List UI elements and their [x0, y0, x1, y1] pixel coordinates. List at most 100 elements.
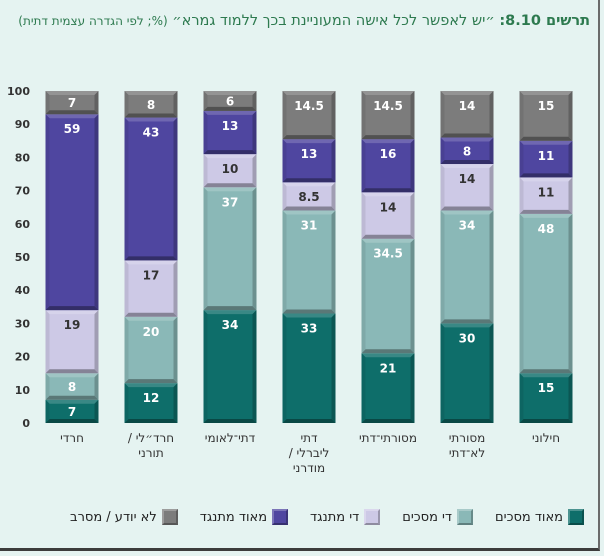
- bar-segment-rect: [282, 313, 336, 423]
- bar-value-label: 37: [222, 195, 239, 209]
- bevel-left: [440, 164, 445, 211]
- bar-segment-rect: [440, 164, 494, 211]
- bevel-bottom: [45, 395, 99, 400]
- bevel-top: [282, 139, 336, 144]
- bar-segment-rect: [282, 139, 336, 183]
- bevel-right: [568, 177, 573, 214]
- y-tick-label: 70: [15, 185, 31, 198]
- figure-number: תרשים 8.10:: [499, 13, 590, 29]
- bevel-top: [519, 140, 573, 145]
- bar-segment: 8.5: [282, 182, 336, 211]
- x-tick-label-line: ליברלי /: [288, 446, 330, 460]
- bevel-left: [124, 383, 129, 423]
- bevel-top: [124, 117, 178, 122]
- bar-segment: 8: [124, 91, 178, 118]
- bevel-left: [203, 187, 208, 311]
- bar-segment: 6: [203, 91, 257, 111]
- bevel-top: [440, 210, 494, 215]
- x-tick-label: חרדי: [32, 431, 112, 446]
- x-tick-label-line: דתי: [300, 431, 318, 445]
- y-tick-label: 0: [22, 417, 30, 430]
- legend-label: לא יודע / מסרב: [70, 509, 157, 525]
- bar-segment: 34: [203, 310, 257, 423]
- bevel-left: [124, 117, 129, 261]
- bevel-right: [173, 91, 178, 118]
- bar-stack: 7 8 19 59 7: [45, 91, 99, 423]
- bar-segment: 8: [45, 373, 99, 400]
- bevel-top: [203, 187, 257, 192]
- bar-segment-rect: [45, 373, 99, 400]
- bevel-top: [124, 383, 178, 388]
- bar-segment: 20: [124, 316, 178, 384]
- bevel-bottom: [124, 312, 178, 317]
- y-tick-label: 50: [15, 251, 31, 264]
- bevel-left: [361, 238, 366, 354]
- bevel-right: [252, 187, 257, 311]
- bevel-right: [410, 192, 415, 239]
- x-tick-label: מסורתי לא־דתי: [427, 431, 507, 461]
- bar-segment-rect: [203, 91, 257, 111]
- bevel-left: [361, 91, 366, 140]
- y-tick-label: 80: [15, 151, 31, 164]
- legend-swatch: [161, 509, 178, 525]
- bar-value-label: 16: [380, 147, 397, 161]
- bevel-bottom: [203, 150, 257, 155]
- bevel-left: [124, 260, 129, 317]
- bar-segment: 43: [124, 117, 178, 261]
- bevel-right: [252, 110, 257, 155]
- legend-item: די מתנגד: [310, 509, 381, 525]
- bar-segment: 59: [45, 114, 99, 311]
- bar-segment-rect: [361, 91, 415, 140]
- bar-segment-rect: [45, 91, 99, 115]
- bar-segment: 13: [203, 110, 257, 155]
- bevel-bottom: [45, 306, 99, 311]
- bar-segment: 16: [361, 139, 415, 193]
- bar-segment-rect: [203, 310, 257, 423]
- bar-segment-rect: [361, 353, 415, 423]
- bar-segment-rect: [282, 182, 336, 211]
- bar-value-label: 11: [538, 185, 555, 199]
- bar-segment-rect: [519, 140, 573, 178]
- bevel-left: [361, 139, 366, 193]
- x-tick-label: חילוני: [506, 431, 586, 446]
- bar-value-label: 14: [459, 172, 476, 186]
- bevel-bottom: [440, 206, 494, 211]
- bevel-left: [440, 210, 445, 324]
- bevel-top: [45, 114, 99, 119]
- bevel-right: [331, 210, 336, 314]
- x-tick-label: חרד״לי / תורני: [111, 431, 191, 461]
- bar-segment: 48: [519, 213, 573, 374]
- bar-segment: 19: [45, 310, 99, 374]
- bevel-bottom: [124, 256, 178, 261]
- bar-segment: 30: [440, 323, 494, 423]
- bevel-right: [252, 154, 257, 188]
- bar-segment-rect: [361, 192, 415, 239]
- bevel-top: [45, 373, 99, 378]
- x-tick-label-line: מודרני: [292, 461, 326, 475]
- bevel-left: [519, 213, 524, 374]
- bevel-bottom: [282, 178, 336, 183]
- bar-segment: 34: [440, 210, 494, 324]
- bar-segment: 17: [124, 260, 178, 317]
- bar-segment: 14: [440, 164, 494, 211]
- bevel-top: [45, 399, 99, 404]
- bar-segment-rect: [124, 260, 178, 317]
- bevel-right: [568, 213, 573, 374]
- bevel-bottom: [282, 135, 336, 140]
- bevel-right: [568, 91, 573, 141]
- legend-swatch: [457, 509, 474, 525]
- bar-segment: 14.5: [361, 91, 415, 140]
- bar-stack: 21 34.5 14 16 14.5: [361, 91, 415, 423]
- bevel-left: [282, 139, 287, 183]
- bar-segment-rect: [519, 91, 573, 141]
- bar-value-label: 59: [64, 122, 81, 136]
- bevel-bottom: [519, 419, 573, 423]
- y-tick-label: 10: [15, 384, 31, 397]
- bevel-top: [203, 310, 257, 315]
- bevel-top: [519, 91, 573, 95]
- legend-swatch: [568, 509, 584, 525]
- bevel-left: [440, 137, 445, 165]
- bevel-top: [361, 238, 415, 243]
- bevel-bottom: [203, 183, 257, 188]
- x-tick-label-line: מסורתי־דתי: [358, 431, 417, 445]
